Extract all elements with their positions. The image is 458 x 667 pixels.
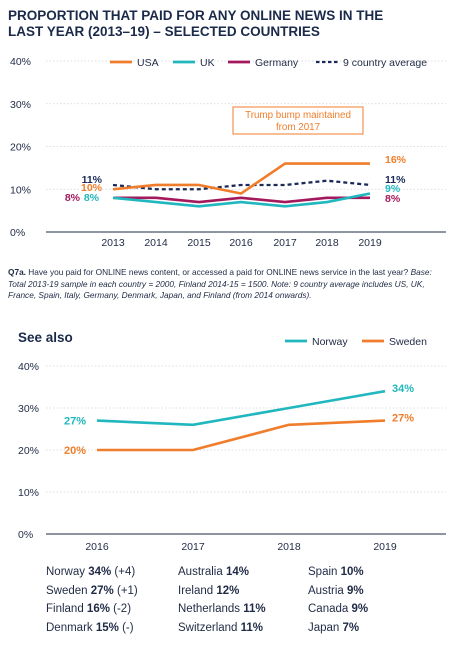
country-stat: Netherlands 11% bbox=[178, 603, 266, 615]
title-line-1: PROPORTION THAT PAID FOR ANY ONLINE NEWS… bbox=[8, 8, 384, 23]
base-note: Base: Total 2013-19 sample in each count… bbox=[8, 267, 432, 300]
country-change: (-) bbox=[118, 621, 134, 634]
question-text: Have you paid for ONLINE news content, o… bbox=[26, 267, 409, 277]
end-label-germany: 8% bbox=[385, 193, 401, 205]
x-tick-label: 2016 bbox=[85, 541, 109, 553]
country-stat: Austria 9% bbox=[308, 585, 364, 597]
annotation-box bbox=[232, 106, 364, 135]
country-name: Norway bbox=[46, 566, 89, 578]
country-value: 11% bbox=[243, 603, 266, 615]
title-line-2: LAST YEAR (2013–19) – SELECTED COUNTRIES bbox=[8, 24, 320, 39]
country-stat: Australia 14% bbox=[178, 566, 249, 578]
country-value: 34% bbox=[88, 566, 112, 578]
x-tick-label: 2018 bbox=[315, 237, 339, 249]
country-name: Canada bbox=[308, 603, 352, 615]
start-label-germany: 8% bbox=[65, 192, 81, 204]
legend-label-sweden: Sweden bbox=[389, 336, 427, 348]
series-line-germany bbox=[113, 196, 370, 204]
country-stat: Switzerland 11% bbox=[178, 622, 263, 634]
country-value: 12% bbox=[216, 584, 240, 597]
y-tick-label: 30% bbox=[18, 403, 39, 415]
country-stat: Norway 34% (+4) bbox=[46, 566, 135, 578]
y-tick-label: 30% bbox=[10, 99, 31, 111]
country-change: (+1) bbox=[113, 584, 138, 597]
legend-label-germany: Germany bbox=[255, 57, 299, 69]
legend-label-avg: 9 country average bbox=[343, 57, 427, 69]
x-tick-label: 2015 bbox=[187, 237, 211, 249]
country-name: Sweden bbox=[46, 584, 91, 597]
country-name: Ireland bbox=[178, 584, 217, 597]
country-name: Spain bbox=[308, 566, 341, 578]
y-tick-label: 40% bbox=[18, 361, 39, 373]
end-label-avg: 11% bbox=[385, 174, 406, 186]
chart-title: PROPORTION THAT PAID FOR ANY ONLINE NEWS… bbox=[8, 8, 448, 40]
y-tick-label: 40% bbox=[10, 56, 31, 68]
country-value: 9% bbox=[351, 603, 369, 615]
x-tick-label: 2019 bbox=[373, 541, 397, 553]
legend-label-uk: UK bbox=[200, 57, 215, 69]
series-line-uk bbox=[112, 192, 371, 208]
country-value: 9% bbox=[347, 584, 364, 597]
country-name: Denmark bbox=[46, 621, 96, 634]
country-stat: Spain 10% bbox=[308, 566, 364, 578]
x-tick-label: 2017 bbox=[273, 237, 297, 249]
country-name: Switzerland bbox=[178, 621, 241, 634]
country-value: 16% bbox=[86, 603, 110, 615]
end-label-uk: 9% bbox=[385, 183, 401, 195]
start-label-avg: 11% bbox=[82, 174, 103, 186]
x-tick-label: 2017 bbox=[181, 541, 205, 553]
country-value: 10% bbox=[340, 566, 364, 578]
country-stat: Finland 16% (-2) bbox=[46, 603, 131, 615]
country-value: 14% bbox=[225, 566, 249, 578]
country-stat: Sweden 27% (+1) bbox=[46, 585, 138, 597]
x-tick-label: 2019 bbox=[358, 237, 382, 249]
x-tick-label: 2013 bbox=[101, 237, 125, 249]
series-line-norway bbox=[96, 389, 386, 427]
y-tick-label: 10% bbox=[10, 184, 31, 196]
main-line-chart: 0% 10% 20% 30% 40% 2013 2014 2015 2016 2017 2018 20… bbox=[10, 56, 446, 249]
start-label-usa: 10% bbox=[81, 182, 103, 194]
country-stat: Canada 9% bbox=[308, 603, 368, 615]
legend-label-usa: USA bbox=[137, 57, 159, 69]
start-label-sweden: 20% bbox=[64, 445, 86, 457]
country-value: 15% bbox=[95, 621, 119, 634]
end-label-usa: 16% bbox=[385, 154, 407, 166]
country-name: Finland bbox=[46, 603, 87, 615]
end-label-norway: 34% bbox=[392, 383, 414, 395]
question-note: Q7a. Have you paid for ONLINE news conte… bbox=[8, 267, 448, 302]
country-name: Japan bbox=[308, 621, 343, 634]
country-stat: Denmark 15% (-) bbox=[46, 622, 134, 634]
y-tick-label: 0% bbox=[10, 227, 25, 239]
country-value: 11% bbox=[240, 621, 264, 634]
y-tick-label: 20% bbox=[10, 142, 31, 154]
start-label-uk: 8% bbox=[84, 192, 100, 204]
country-change: (-2) bbox=[109, 603, 132, 615]
country-value: 7% bbox=[342, 621, 360, 634]
series-line-sweden bbox=[97, 419, 386, 452]
country-name: Australia bbox=[178, 566, 226, 578]
y-tick-label: 20% bbox=[18, 445, 39, 457]
series-line-avg bbox=[112, 179, 371, 191]
series-line-usa bbox=[112, 162, 370, 195]
question-label: Q7a. bbox=[8, 267, 26, 277]
annotation-line-1: Trump bump maintained bbox=[245, 110, 351, 121]
end-label-sweden: 27% bbox=[392, 413, 414, 425]
legend-label-norway: Norway bbox=[312, 336, 348, 348]
country-stat: Japan 7% bbox=[308, 622, 359, 634]
annotation-line-2: from 2017 bbox=[276, 122, 320, 133]
country-change: (+4) bbox=[111, 566, 136, 578]
see-also-heading: See also bbox=[18, 330, 73, 345]
x-tick-label: 2016 bbox=[229, 237, 253, 249]
y-tick-label: 10% bbox=[18, 487, 39, 499]
x-tick-label: 2018 bbox=[277, 541, 301, 553]
see-also-line-chart: 0% 10% 20% 30% 40% 2016 2017 2018 2019 27% 20% 34% 2… bbox=[18, 336, 446, 553]
start-label-norway: 27% bbox=[64, 416, 86, 428]
country-stat: Ireland 12% bbox=[178, 585, 239, 597]
y-tick-label: 0% bbox=[18, 529, 33, 541]
country-value: 27% bbox=[90, 584, 114, 597]
country-name: Austria bbox=[308, 584, 347, 597]
country-name: Netherlands bbox=[178, 603, 244, 615]
x-tick-label: 2014 bbox=[144, 237, 168, 249]
